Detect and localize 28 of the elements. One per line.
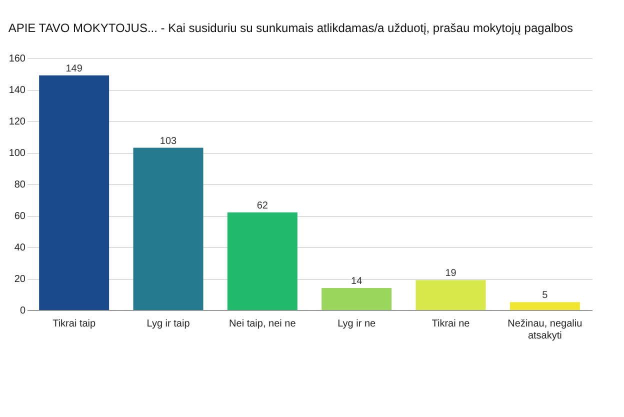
chart-title: APIE TAVO MOKYTOJUS... - Kai susiduriu su sunkumais atlikdamas/a užduotį, prašau mokytojų pagalbos [8,21,574,35]
data-label: 19 [445,268,457,280]
bar [416,280,486,310]
y-tick-label: 60 [14,211,26,222]
y-tick-label: 160 [8,54,26,64]
x-tick-label: Tikrai ne [432,318,470,330]
data-label: 5 [542,290,548,302]
y-tick-label: 20 [14,274,26,285]
y-tick-label: 80 [14,180,26,190]
bar [133,148,204,310]
bar [510,302,580,310]
x-tick-label: Nežinau, negaliu atsakyti [508,318,582,342]
x-tick-label: Tikrai taip [52,318,96,330]
y-tick-label: 120 [8,116,26,128]
y-tick-label: 100 [8,148,26,159]
bar [322,288,392,310]
bar [39,75,110,310]
x-tick-label: Lyg ir taip [146,318,190,330]
data-label: 62 [256,200,268,212]
x-tick-label: Nei taip, nei ne [229,318,296,330]
data-label: 149 [66,63,83,74]
bar [227,212,298,310]
y-tick-label: 140 [8,85,26,96]
y-tick-label: 0 [20,306,26,316]
y-tick-label: 40 [14,242,26,254]
data-label: 14 [351,276,363,287]
x-tick-label: Lyg ir ne [338,318,376,330]
data-label: 103 [160,136,178,147]
